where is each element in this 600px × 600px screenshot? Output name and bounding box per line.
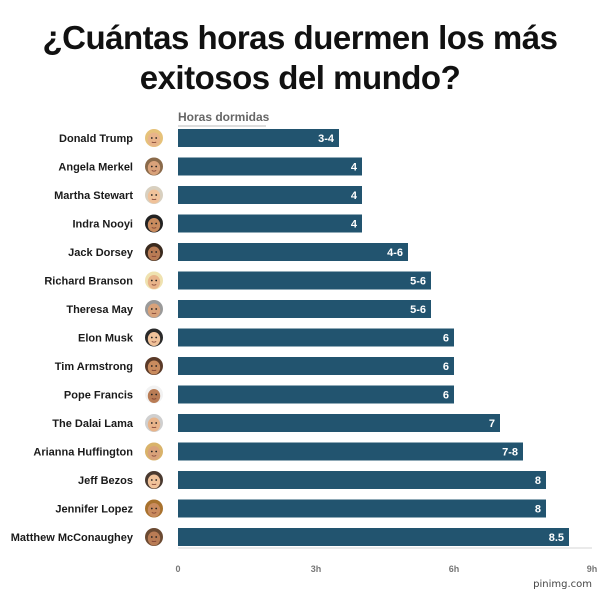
category-label: Pope Francis: [64, 390, 133, 402]
category-label: Martha Stewart: [54, 190, 133, 202]
bar: [178, 414, 500, 432]
avatar-theresa-may-icon: [145, 300, 163, 318]
x-tick-label: 0: [175, 564, 180, 574]
category-label: Jennifer Lopez: [55, 504, 133, 516]
chart-title-line1: ¿Cuántas horas duermen los más: [42, 19, 558, 56]
bar: [178, 214, 362, 233]
bar-value-label: 4-6: [387, 247, 403, 259]
category-label: Jack Dorsey: [68, 247, 134, 259]
bar-value-label: 8.5: [549, 532, 564, 544]
avatar-pope-francis-icon: [145, 385, 163, 404]
bar-value-label: 8: [535, 475, 541, 487]
x-axis-ticks: 0 3h 6h 9h: [175, 547, 598, 574]
x-tick-label: 3h: [311, 564, 322, 574]
bar-value-label: 6: [443, 390, 449, 402]
avatar-jennifer-lopez-icon: [145, 499, 163, 518]
bar: [178, 271, 431, 290]
bar-value-label: 3-4: [318, 133, 335, 145]
bar: [178, 385, 454, 404]
category-label: Angela Merkel: [58, 162, 133, 174]
avatar-indra-nooyi-icon: [145, 214, 163, 233]
avatar-elon-musk-icon: [145, 328, 163, 347]
avatar-tim-armstrong-icon: [145, 357, 163, 375]
watermark: pinimg.com: [533, 579, 592, 590]
bar-value-label: 6: [443, 333, 449, 345]
bar: [178, 471, 546, 489]
avatar-jeff-bezos-icon: [145, 471, 163, 489]
avatar-the-dalai-lama-icon: [145, 414, 163, 432]
bar: [178, 157, 362, 176]
bar: [178, 186, 362, 204]
category-label: Donald Trump: [59, 133, 133, 145]
avatar-donald-trump-icon: [145, 129, 163, 147]
category-label: The Dalai Lama: [52, 418, 134, 430]
avatar-richard-branson-icon: [145, 271, 163, 290]
avatar-arianna-huffington-icon: [145, 442, 163, 461]
bar: [178, 442, 523, 461]
avatar-matthew-mcconaughey-icon: [145, 528, 163, 546]
category-label: Richard Branson: [44, 276, 133, 288]
bar: [178, 499, 546, 518]
avatar-martha-stewart-icon: [145, 186, 163, 204]
bar-value-label: 5-6: [410, 304, 426, 316]
category-label: Theresa May: [66, 304, 134, 316]
bar-value-label: 4: [351, 162, 358, 174]
bar: [178, 300, 431, 318]
category-label: Elon Musk: [78, 333, 134, 345]
avatar-angela-merkel-icon: [145, 157, 163, 176]
bar: [178, 243, 408, 261]
x-axis-title: Horas dormidas: [178, 110, 270, 124]
bar-value-label: 7-8: [502, 447, 518, 459]
bar-value-label: 8: [535, 504, 541, 516]
bar-value-label: 4: [351, 219, 358, 231]
chart-title: ¿Cuántas horas duermen los más exitosos …: [0, 18, 600, 98]
x-tick-label: 9h: [587, 564, 598, 574]
bar: [178, 328, 454, 347]
bar: [178, 528, 569, 546]
bar-value-label: 4: [351, 190, 358, 202]
bar: [178, 357, 454, 375]
category-label: Indra Nooyi: [72, 219, 133, 231]
bar-value-label: 6: [443, 361, 449, 373]
category-label: Tim Armstrong: [55, 361, 133, 373]
bar-value-label: 5-6: [410, 276, 426, 288]
avatar-jack-dorsey-icon: [145, 243, 163, 261]
category-label: Jeff Bezos: [78, 475, 133, 487]
bar: [178, 129, 339, 147]
bar-rows: Donald Trump 3-4 Angela Merkel 4 Martha Stew…: [11, 129, 569, 546]
x-tick-label: 6h: [449, 564, 460, 574]
bar-value-label: 7: [489, 418, 495, 430]
chart-title-line2: exitosos del mundo?: [139, 59, 461, 96]
category-label: Matthew McConaughey: [11, 532, 134, 544]
category-label: Arianna Huffington: [33, 447, 133, 459]
